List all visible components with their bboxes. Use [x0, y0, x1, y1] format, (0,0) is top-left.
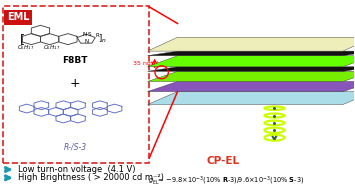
Polygon shape: [148, 51, 355, 56]
Text: High Brightness ( > 20000 cd m⁻²): High Brightness ( > 20000 cd m⁻²): [18, 173, 164, 182]
Text: EML: EML: [7, 12, 29, 22]
Text: R-/S-3: R-/S-3: [64, 143, 87, 152]
Text: [: [: [20, 33, 25, 46]
Polygon shape: [148, 67, 355, 71]
Polygon shape: [148, 37, 355, 51]
Polygon shape: [148, 92, 355, 105]
Text: Low turn-on voltage  (4.1 V): Low turn-on voltage (4.1 V): [18, 165, 136, 174]
Polygon shape: [148, 81, 355, 92]
Text: S: S: [88, 32, 92, 37]
Text: +: +: [70, 77, 81, 90]
Text: R: R: [95, 33, 99, 38]
Text: N: N: [84, 39, 89, 44]
Text: $C_6H_{17}$: $C_6H_{17}$: [43, 43, 60, 52]
Text: 35 nm: 35 nm: [133, 61, 153, 66]
Text: CP-EL: CP-EL: [207, 156, 240, 166]
Polygon shape: [148, 71, 355, 81]
Text: $C_6H_{17}$: $C_6H_{17}$: [17, 43, 35, 52]
Text: $]_n$: $]_n$: [98, 33, 106, 45]
Text: F8BT: F8BT: [62, 56, 88, 65]
FancyBboxPatch shape: [3, 6, 149, 163]
Text: $g_{\rm EL}$= $-$9.8$\times$10$^{-3}$(10% $\mathit{\bf R}$-3)/9.6$\times$10$^{-3: $g_{\rm EL}$= $-$9.8$\times$10$^{-3}$(10…: [148, 174, 304, 187]
Polygon shape: [148, 56, 355, 67]
Text: N: N: [83, 32, 87, 37]
